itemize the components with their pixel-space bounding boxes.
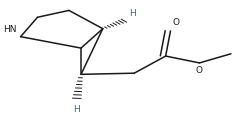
Text: H: H bbox=[73, 104, 79, 113]
Text: HN: HN bbox=[3, 25, 17, 34]
Text: O: O bbox=[196, 66, 203, 75]
Text: H: H bbox=[129, 9, 136, 18]
Text: O: O bbox=[173, 18, 180, 27]
